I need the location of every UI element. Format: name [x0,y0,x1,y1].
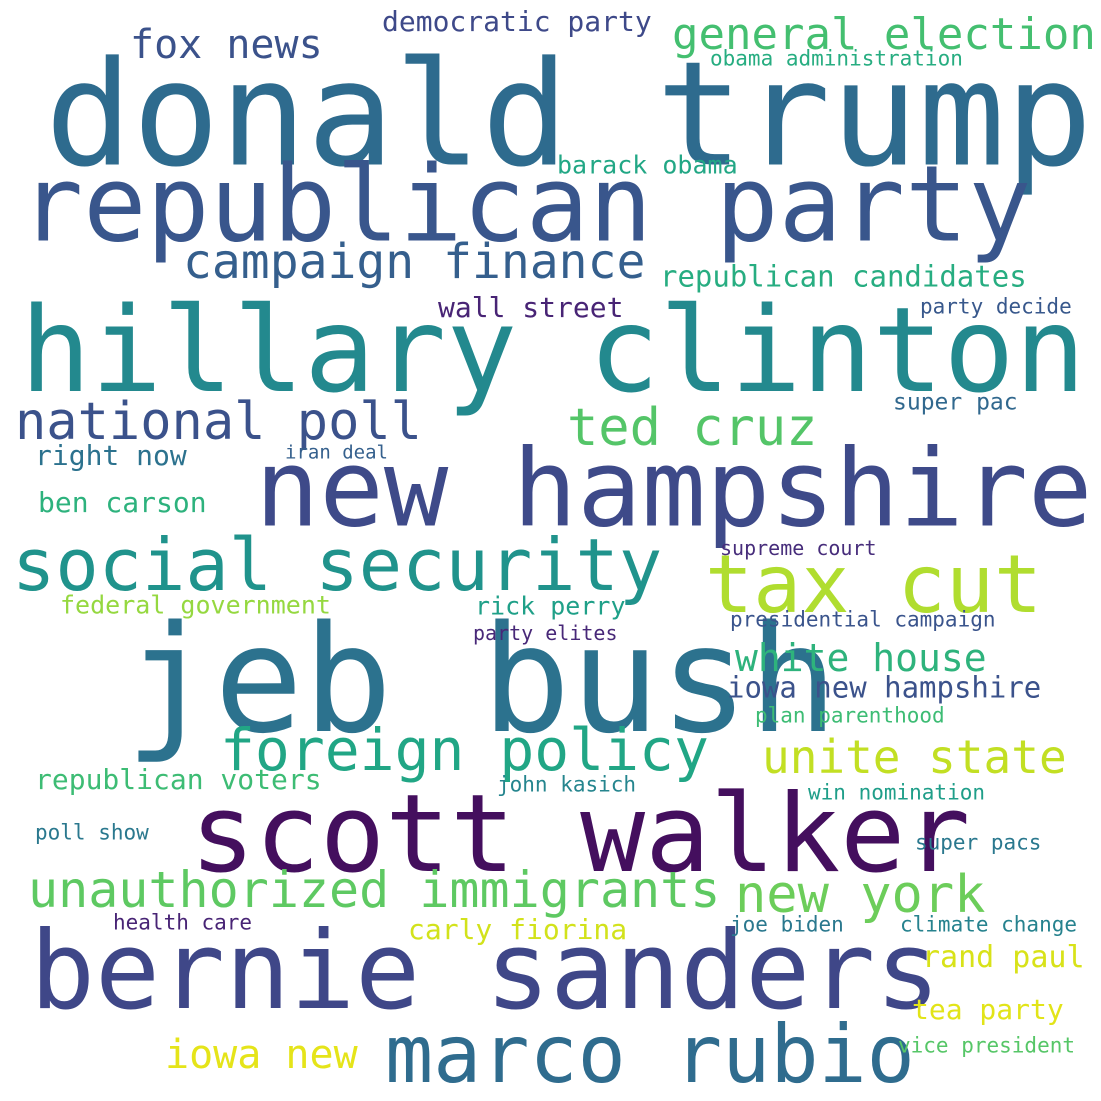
cloud-word: democratic party [382,5,652,38]
cloud-word: campaign finance [183,234,646,290]
cloud-word: carly fiorina [408,913,628,946]
cloud-word: poll show [35,820,149,845]
cloud-word: tax cut [705,538,1043,631]
cloud-word: wall street [438,291,624,324]
cloud-word: joe biden [730,912,844,937]
cloud-word: supreme court [720,536,877,560]
cloud-word: ben carson [38,486,207,519]
cloud-word: white house [735,636,987,680]
cloud-word: unite state [762,730,1067,784]
cloud-word: iowa new hampshire [727,670,1042,705]
cloud-word: party elites [473,621,618,645]
cloud-word: tea party [912,993,1064,1026]
cloud-word: jeb bush [125,594,838,766]
cloud-word: bernie sanders [30,909,941,1034]
cloud-word: party decide [920,294,1072,319]
cloud-word: foreign policy [220,716,709,784]
cloud-word: presidential campaign [730,607,996,632]
cloud-word: hillary clinton [20,281,1086,419]
cloud-word: national poll [15,392,422,452]
cloud-word: plan parenthood [755,703,945,728]
cloud-word: john kasich [497,772,637,797]
cloud-word: fox news [130,22,323,68]
cloud-word: iran deal [285,441,388,464]
cloud-word: ted cruz [567,398,818,458]
cloud-word: republican voters [35,763,322,796]
cloud-word: donald trump [45,30,1093,200]
cloud-word: marco rubio [385,1008,915,1101]
cloud-word: rick perry [475,591,626,621]
cloud-word: health care [113,910,253,935]
cloud-word: federal government [60,590,331,620]
cloud-word: unauthorized immigrants [28,861,721,919]
cloud-word: climate change [900,912,1078,937]
cloud-word: new hampshire [255,427,1093,552]
cloud-word: republican candidates [660,259,1027,294]
cloud-word: iowa new [165,1032,358,1078]
cloud-word: barack obama [557,150,738,180]
cloud-word: social security [12,523,663,607]
cloud-word: rand paul [922,940,1085,975]
cloud-word: republican party [20,143,1032,266]
cloud-word: win nomination [808,780,986,805]
cloud-word: obama administration [710,46,963,71]
cloud-word: new york [735,865,986,925]
cloud-word: super pac [893,389,1018,416]
cloud-word: general election [672,9,1096,60]
cloud-word: right now [35,439,187,472]
cloud-word: scott walker [190,772,971,897]
cloud-word: vice president [898,1033,1076,1058]
cloud-word: super pacs [915,830,1042,855]
